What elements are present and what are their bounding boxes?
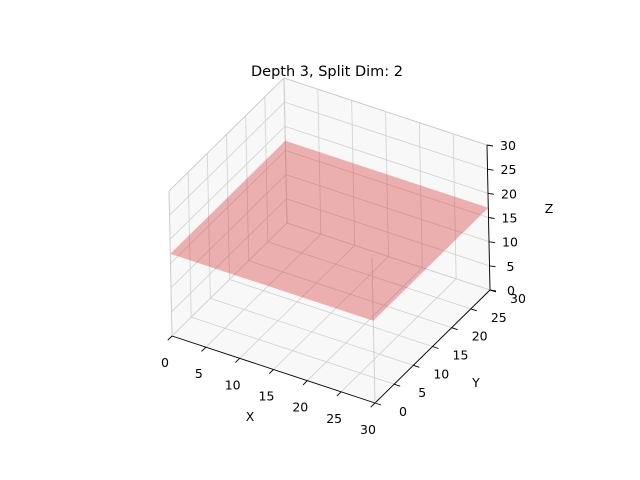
z-tick-label: 10 (502, 235, 518, 250)
x-tick-label: 10 (225, 377, 241, 392)
gridline-z-left (171, 198, 287, 313)
gridline-z-back (284, 101, 488, 170)
x-tick-label: 15 (259, 389, 275, 404)
y-tick-label: 5 (418, 385, 426, 400)
y-tick-mark (470, 308, 477, 312)
x-tick-mark (336, 391, 342, 397)
grid-lines (168, 77, 491, 404)
z-axis-front-edge (371, 257, 376, 404)
x-tick-mark (302, 380, 308, 386)
y-tick-mark (432, 346, 439, 349)
pane-edge (283, 77, 488, 146)
x-tick-label: 25 (326, 411, 342, 426)
x-tick-label: 20 (292, 400, 308, 415)
y-tick-label: 10 (433, 366, 449, 381)
gridline-y-floor (267, 241, 471, 310)
z-tick-label: 25 (501, 162, 517, 177)
z-tick-label: 15 (502, 211, 518, 226)
gridline-z-left (170, 174, 287, 288)
z-tick-label: 20 (501, 186, 517, 201)
x-tick-label: 30 (360, 422, 376, 437)
z-tick-mark (487, 168, 494, 171)
gridline-z-back (286, 222, 491, 291)
z-tick-label: 5 (507, 259, 515, 274)
x-tick-mark (201, 346, 207, 352)
z-tick-label: 30 (500, 138, 516, 153)
gridline-z-left (169, 126, 286, 240)
y-axis-label: Y (471, 375, 480, 390)
y-tick-label: 20 (472, 329, 488, 344)
gridline-y-floor (229, 279, 433, 347)
z-tick-mark (489, 289, 497, 292)
gridline-z-back (284, 125, 489, 194)
z-tick-mark (488, 217, 495, 219)
gridline-z-left (171, 222, 288, 337)
gridline-z-back (286, 198, 490, 267)
gridline-z-left (169, 101, 285, 216)
gridline-y-floor (191, 316, 395, 385)
x-tick-label: 0 (161, 355, 169, 370)
x-tick-mark (370, 402, 376, 408)
gridline-y-floor (248, 260, 452, 329)
y-tick-label: 25 (491, 310, 507, 325)
x-tick-label: 5 (195, 366, 203, 381)
y-tick-mark (413, 364, 420, 368)
x-tick-mark (167, 335, 173, 341)
split-plane-0 (170, 140, 489, 321)
z-tick-mark (487, 192, 495, 195)
gridline-y-floor (210, 297, 414, 366)
z-tick-label: 0 (507, 283, 515, 298)
x-tick-mark (235, 358, 240, 363)
y-tick-label: 15 (453, 348, 469, 363)
y-tick-mark (394, 383, 401, 387)
z-tick-mark (488, 241, 496, 244)
tick-marks (167, 144, 497, 408)
chart-title: Depth 3, Split Dim: 2 (251, 64, 403, 80)
gridline-z-back (285, 174, 490, 243)
y-tick-label: 30 (510, 291, 526, 306)
pane-edge (168, 77, 285, 192)
pane-edge (283, 77, 288, 224)
gridline-z-back (285, 150, 489, 218)
gridline-z-left (170, 150, 286, 264)
z-tick-mark (489, 265, 496, 268)
y-tick-mark (451, 327, 458, 331)
pane-edge (168, 190, 173, 337)
split-planes (170, 140, 489, 321)
z-axis-label: Z (545, 201, 554, 216)
y-tick-label: 0 (399, 404, 407, 419)
y-tick-mark (374, 402, 382, 406)
x-axis-label: X (246, 409, 255, 424)
z-tick-mark (486, 144, 494, 147)
x-tick-mark (268, 369, 274, 375)
